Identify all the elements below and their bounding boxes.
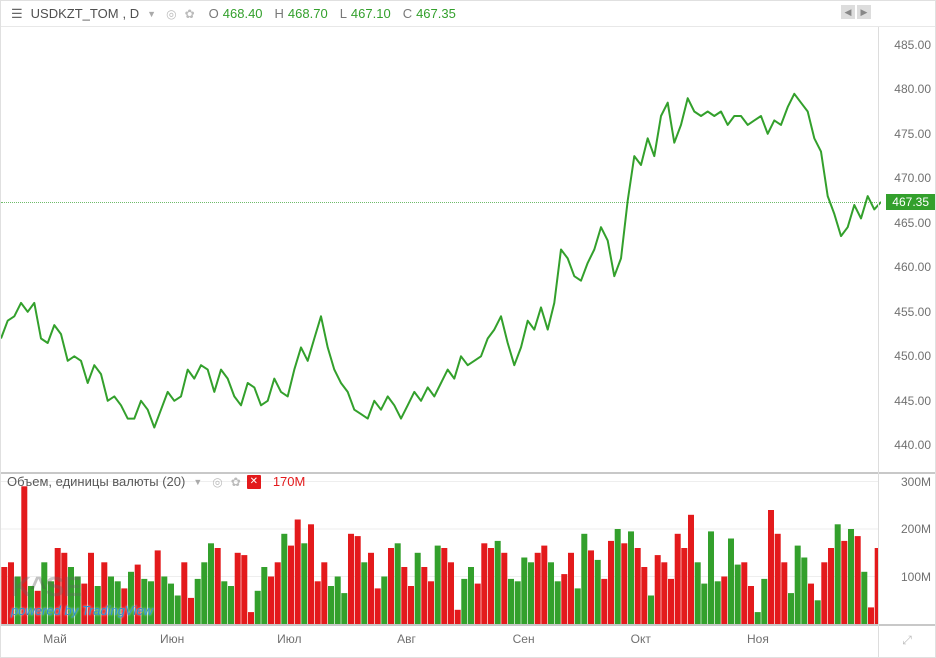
interval-label: , D	[123, 6, 140, 21]
ytick-label: 460.00	[894, 260, 931, 274]
ytick-label: 455.00	[894, 305, 931, 319]
symbol-name[interactable]: USDKZT_TOM	[31, 6, 119, 21]
ohlc-low-value: 467.10	[351, 6, 391, 21]
ohlc-high-label: H	[275, 6, 284, 21]
volume-y-axis[interactable]: 100M 200M 300M	[878, 472, 935, 626]
chevron-down-icon[interactable]: ▼	[143, 9, 160, 19]
chart-header: ☰ USDKZT_TOM , D ▼ ◎ ✿ O 468.40 H 468.70…	[1, 1, 935, 27]
xtick-label: Окт	[631, 632, 651, 646]
xtick-label: Май	[43, 632, 67, 646]
nav-arrows[interactable]: ◀ ▶	[841, 5, 871, 19]
current-price-marker: 467.35	[886, 194, 935, 210]
arrow-left-icon[interactable]: ◀	[841, 5, 855, 19]
ytick-label: 200M	[901, 522, 931, 536]
powered-by: powered by TradingView	[11, 603, 153, 618]
current-price-line	[1, 202, 879, 203]
chevron-down-icon[interactable]: ▼	[189, 477, 206, 487]
ohlc-close-value: 467.35	[416, 6, 456, 21]
eye-icon[interactable]: ◎	[164, 7, 178, 21]
watermark: K^SE powered by TradingView	[11, 571, 153, 618]
price-y-axis[interactable]: 467.35 440.00 445.00 450.00 455.00 460.00 465…	[878, 27, 935, 474]
ytick-label: 485.00	[894, 38, 931, 52]
xtick-label: Авг	[397, 632, 416, 646]
ohlc-high-value: 468.70	[288, 6, 328, 21]
xtick-label: Сен	[513, 632, 535, 646]
time-x-axis[interactable]: Май Июн Июл Авг Сен Окт Ноя	[1, 624, 879, 657]
volume-title: Объем, единицы валюты (20)	[7, 474, 185, 489]
ytick-label: 450.00	[894, 349, 931, 363]
arrow-right-icon[interactable]: ▶	[857, 5, 871, 19]
volume-header: Объем, единицы валюты (20) ▼ ◎ ✿ ✕ 170M	[7, 474, 305, 489]
axis-zoom-icon[interactable]: ⤢	[878, 624, 935, 657]
price-line-chart	[1, 27, 881, 472]
menu-icon[interactable]: ☰	[7, 4, 27, 24]
brand-logo: K^SE	[11, 571, 153, 603]
ytick-label: 470.00	[894, 171, 931, 185]
ytick-label: 445.00	[894, 394, 931, 408]
eye-icon[interactable]: ◎	[210, 475, 224, 489]
ytick-label: 475.00	[894, 127, 931, 141]
ytick-label: 300M	[901, 475, 931, 489]
ohlc-low-label: L	[340, 6, 347, 21]
ohlc-close-label: C	[403, 6, 412, 21]
ytick-label: 480.00	[894, 82, 931, 96]
ohlc-open-label: O	[209, 6, 219, 21]
volume-value: 170M	[273, 474, 306, 489]
price-chart-panel[interactable]	[1, 27, 879, 474]
xtick-label: Ноя	[747, 632, 769, 646]
ytick-label: 100M	[901, 570, 931, 584]
chart-container: ☰ USDKZT_TOM , D ▼ ◎ ✿ O 468.40 H 468.70…	[0, 0, 936, 658]
xtick-label: Июл	[277, 632, 301, 646]
ohlc-open-value: 468.40	[223, 6, 263, 21]
ytick-label: 465.00	[894, 216, 931, 230]
xtick-label: Июн	[160, 632, 184, 646]
gear-icon[interactable]: ✿	[229, 475, 243, 489]
ytick-label: 440.00	[894, 438, 931, 452]
volume-chart-panel[interactable]: Объем, единицы валюты (20) ▼ ◎ ✿ ✕ 170M …	[1, 472, 879, 626]
gear-icon[interactable]: ✿	[183, 7, 197, 21]
close-icon[interactable]: ✕	[247, 475, 261, 489]
